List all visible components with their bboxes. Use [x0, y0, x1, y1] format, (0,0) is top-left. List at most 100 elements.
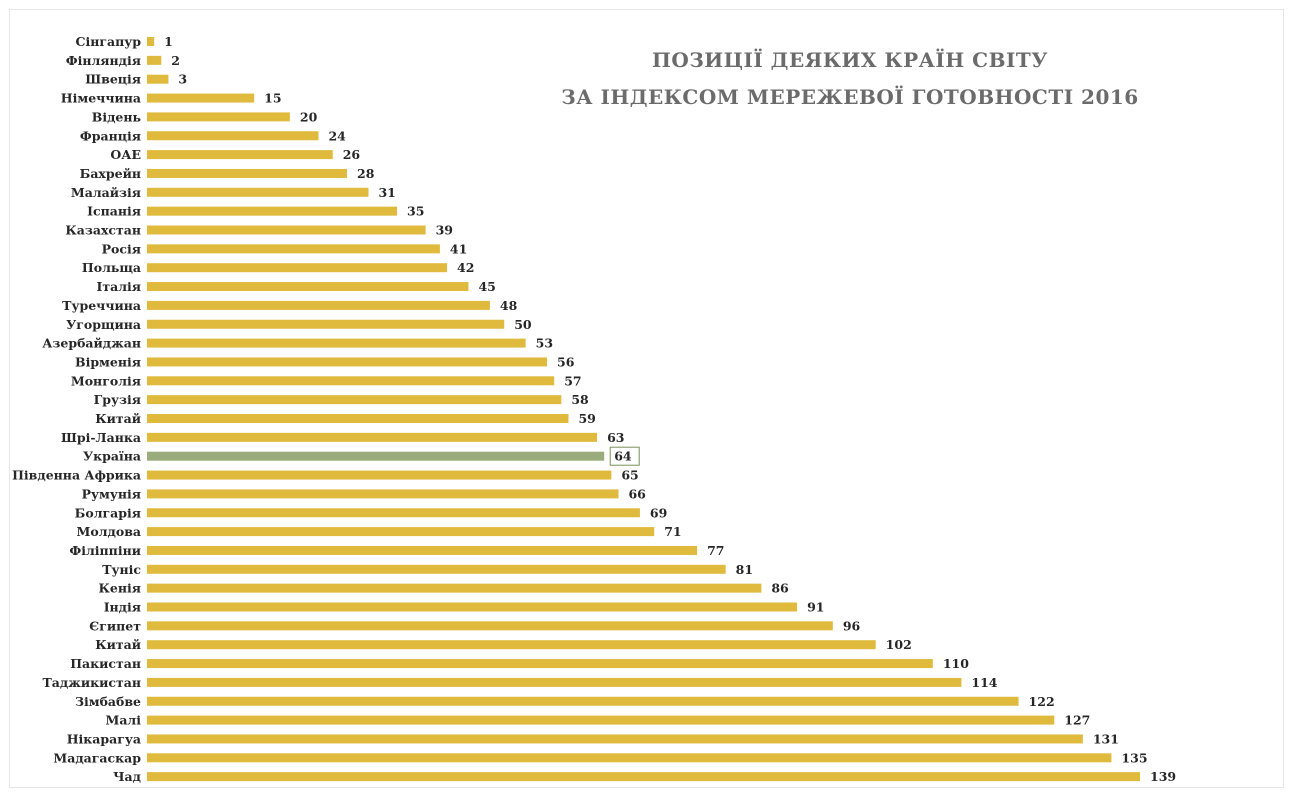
bar [147, 263, 448, 273]
bar [147, 583, 762, 593]
category-label: Молдова [77, 524, 141, 539]
data-label: 41 [450, 241, 467, 256]
category-label: Болгарія [75, 505, 141, 520]
bar [147, 545, 698, 555]
bar [147, 74, 169, 84]
category-label: Грузія [94, 392, 141, 407]
data-label: 28 [357, 166, 375, 181]
data-label: 2 [171, 53, 180, 68]
data-label: 20 [300, 109, 318, 124]
data-label: 71 [664, 524, 681, 539]
bar [147, 753, 1112, 763]
data-label: 66 [628, 486, 646, 501]
bar [147, 244, 440, 254]
data-label: 131 [1093, 731, 1119, 746]
bar [147, 225, 426, 235]
data-label: 26 [343, 147, 361, 162]
highlight-value-box [609, 446, 640, 466]
bar [147, 489, 619, 499]
bar [147, 432, 598, 442]
category-label: Казахстан [65, 223, 141, 238]
data-label: 110 [943, 656, 969, 671]
bar [147, 55, 162, 65]
data-label: 24 [328, 128, 346, 143]
data-label: 57 [564, 373, 581, 388]
category-label: Китай [95, 637, 141, 652]
data-label: 1 [164, 34, 173, 49]
bar-chart: Сінгапур 1 Фінляндія 2 Швеція 3 Німеччина 15 Від… [12, 34, 1176, 784]
category-label: ОАЕ [110, 147, 141, 162]
data-label: 56 [557, 354, 575, 369]
bar [147, 131, 319, 141]
category-label: Бахрейн [80, 166, 141, 181]
bar [147, 37, 155, 46]
bar [147, 659, 933, 669]
category-label: Індія [104, 600, 141, 615]
bar [147, 470, 612, 480]
data-label: 50 [514, 317, 532, 332]
data-label: 42 [457, 260, 474, 275]
category-label: Швеція [85, 72, 141, 87]
data-label: 91 [807, 600, 824, 615]
data-label: 127 [1064, 713, 1090, 728]
data-label: 86 [771, 581, 789, 596]
bar [147, 357, 548, 367]
chart-title-line-2: ЗА ІНДЕКСОМ МЕРЕЖЕВОЇ ГОТОВНОСТІ 2016 [561, 85, 1139, 109]
bar [147, 93, 255, 103]
data-label: 96 [843, 618, 861, 633]
bar [147, 696, 1019, 706]
category-label: Філіппіни [69, 543, 141, 558]
bar [147, 640, 876, 650]
data-label: 53 [536, 336, 553, 351]
bar [147, 282, 469, 292]
data-label: 135 [1121, 750, 1147, 765]
bar [147, 715, 1055, 725]
bar [147, 772, 1140, 782]
bar [147, 395, 562, 405]
bar [147, 508, 640, 518]
bar [147, 602, 798, 612]
bar [147, 527, 655, 537]
data-label: 122 [1029, 694, 1055, 709]
data-label: 63 [607, 430, 624, 445]
bar [147, 677, 962, 687]
category-label: Відень [92, 109, 141, 124]
category-label: Єгипет [89, 618, 141, 633]
data-label: 35 [407, 204, 424, 219]
category-label: Італія [97, 279, 142, 294]
category-label: Польща [82, 260, 141, 275]
chart-title-line-1: ПОЗИЦІЇ ДЕЯКИХ КРАЇН СВІТУ [652, 48, 1048, 72]
category-label: Туніс [102, 562, 141, 577]
data-label: 102 [886, 637, 912, 652]
data-label: 15 [264, 91, 281, 106]
bar [147, 734, 1083, 744]
bar [147, 414, 569, 423]
category-label: Малайзія [71, 185, 141, 200]
data-label: 139 [1150, 769, 1176, 784]
data-label: 31 [378, 185, 395, 200]
category-label: Нікарагуа [67, 731, 141, 746]
bar [147, 168, 348, 178]
category-label: Фінляндія [66, 53, 141, 68]
category-label: Шрі-Ланка [61, 430, 141, 445]
data-label: 114 [971, 675, 997, 690]
data-label: 81 [736, 562, 753, 577]
category-label: Чад [113, 769, 141, 784]
data-label: 69 [650, 505, 667, 520]
bar [147, 187, 369, 197]
data-label: 48 [500, 298, 518, 313]
category-label: Малі [106, 713, 142, 728]
data-label: 64 [614, 449, 632, 464]
category-label: Кенія [99, 581, 141, 596]
chart-frame: Сінгапур 1 Фінляндія 2 Швеція 3 Німеччина 15 Від… [9, 9, 1284, 788]
category-label: Росія [102, 241, 141, 256]
bar [147, 621, 833, 631]
bar [147, 376, 555, 386]
category-label: Туреччина [62, 298, 141, 313]
category-label: Азербайджан [42, 336, 141, 351]
category-label: Сінгапур [76, 34, 142, 49]
bar [147, 300, 490, 310]
category-label: Монголія [71, 373, 141, 388]
bar [147, 319, 505, 329]
data-label: 77 [707, 543, 724, 558]
